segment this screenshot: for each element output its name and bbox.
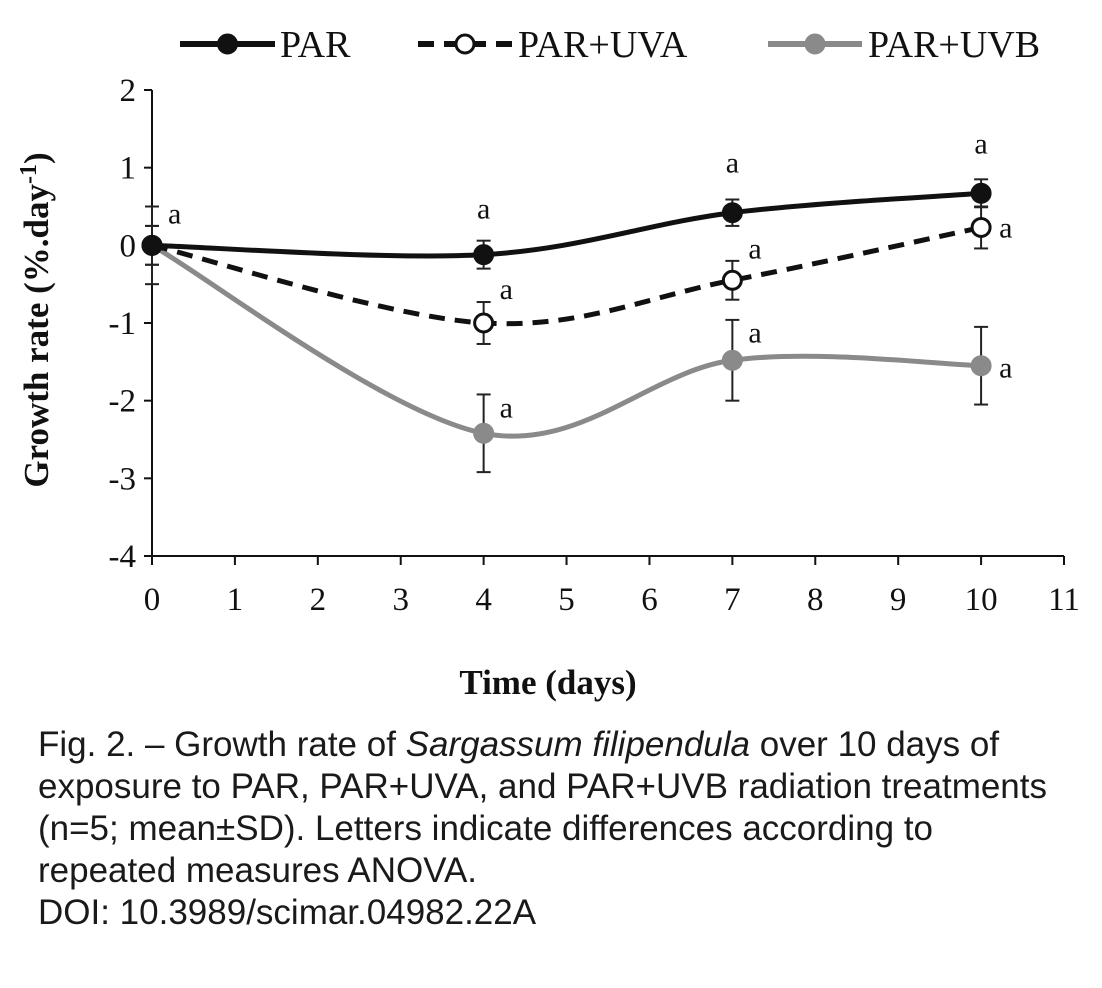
data-point: [141, 234, 163, 256]
data-point: [473, 244, 495, 266]
x-tick-label: 7: [724, 582, 741, 618]
series-line: [151, 190, 982, 259]
y-tick-label: -2: [109, 384, 137, 420]
legend-marker: [217, 33, 238, 55]
y-tick-label: -3: [109, 461, 137, 497]
caption-prefix: Fig. 2. – Growth rate of: [38, 725, 406, 764]
y-axis-title: Growth rate (%.day-1): [16, 152, 56, 487]
x-tick-label: 10: [965, 582, 998, 618]
series-par: a a a a: [141, 127, 992, 270]
y-tick-label: 1: [120, 151, 137, 187]
legend-label: PAR+UVA: [518, 24, 688, 66]
significance-letter: a: [748, 232, 761, 265]
legend-label: PAR+UVB: [868, 24, 1040, 66]
x-tick-label: 5: [558, 582, 575, 618]
caption-rest: over 10 days of exposure to PAR, PAR+UVA…: [38, 725, 1048, 890]
significance-letter: a: [500, 391, 513, 424]
y-tick-label: -1: [109, 306, 137, 342]
x-tick-label: 0: [144, 582, 161, 618]
legend-marker: [804, 33, 826, 55]
significance-letter: a: [726, 147, 739, 180]
significance-letter: a: [500, 273, 513, 306]
significance-letter: a: [974, 127, 987, 160]
legend-item: PAR: [180, 24, 351, 66]
data-point: [721, 202, 743, 224]
data-point: [473, 312, 495, 334]
data-point: [473, 422, 495, 444]
y-tick-label: 0: [120, 228, 137, 264]
x-axis-title: Time (days): [459, 663, 636, 702]
series-layer: a a a a a a a a a a: [141, 127, 1012, 474]
x-tick-label: 8: [807, 582, 824, 618]
data-point: [970, 182, 992, 204]
legend-label: PAR: [280, 24, 351, 66]
y-tick-label: 2: [120, 73, 137, 109]
data-point: [970, 216, 992, 238]
series-line: [150, 243, 982, 439]
x-tick-label: 6: [641, 582, 658, 618]
x-tick-label: 9: [890, 582, 907, 618]
data-point: [721, 269, 743, 291]
y-tick-label: -4: [109, 539, 137, 575]
series-par-plus-uvb: a a a: [141, 205, 1012, 474]
significance-letter: a: [168, 197, 181, 230]
x-tick-label: 11: [1048, 582, 1080, 618]
series-line: [151, 225, 982, 327]
x-tick-label: 1: [227, 582, 244, 618]
legend: PAR PAR+UVA PAR+UVB: [180, 24, 1040, 66]
legend-item: PAR+UVA: [418, 24, 688, 66]
significance-letter: a: [999, 352, 1012, 385]
significance-letter: a: [477, 193, 490, 226]
caption-species: Sargassum filipendula: [405, 725, 751, 764]
significance-letter: a: [748, 316, 761, 349]
significance-letter: a: [999, 211, 1012, 244]
caption-doi: DOI: 10.3989/scimar.04982.22A: [38, 893, 537, 932]
legend-item: PAR+UVB: [768, 24, 1040, 66]
data-point: [970, 355, 992, 377]
caption-text: Fig. 2. – Growth rate of Sargassum filip…: [38, 724, 1078, 892]
figure-caption: Fig. 2. – Growth rate of Sargassum filip…: [38, 724, 1078, 934]
legend-marker: [454, 33, 476, 55]
axes: 210-1-2-3-40 1 2 3 4 5 6 7 8 9 10 11: [109, 73, 1080, 618]
x-tick-label: 4: [475, 582, 492, 618]
x-tick-label: 3: [392, 582, 409, 618]
x-tick-label: 2: [310, 582, 327, 618]
data-point: [721, 349, 743, 371]
